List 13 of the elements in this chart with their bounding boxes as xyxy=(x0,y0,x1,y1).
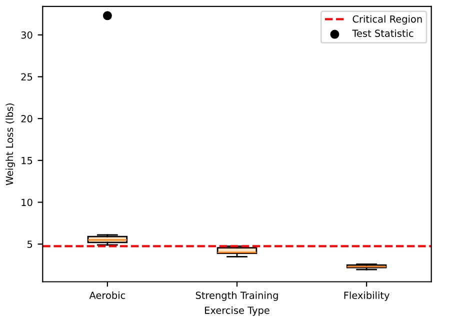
x-tick-label: Flexibility xyxy=(344,291,390,301)
y-tick-label: 25 xyxy=(21,73,32,81)
y-tick-label: 15 xyxy=(22,157,32,164)
y-tick-label: 5 xyxy=(28,240,32,248)
y-axis-title: Weight Loss (lbs) xyxy=(6,103,16,186)
x-axis-title: Exercise Type xyxy=(205,306,270,316)
y-tick-label: 20 xyxy=(21,115,32,122)
x-tick-label: Strength Training xyxy=(196,291,278,301)
y-tick-label: 10 xyxy=(22,198,32,206)
legend-label: Critical Region xyxy=(352,15,422,25)
legend-label: Test Statistic xyxy=(352,29,414,37)
y-tick-label: 30 xyxy=(21,31,32,39)
x-tick-label: Aerobic xyxy=(89,291,126,299)
